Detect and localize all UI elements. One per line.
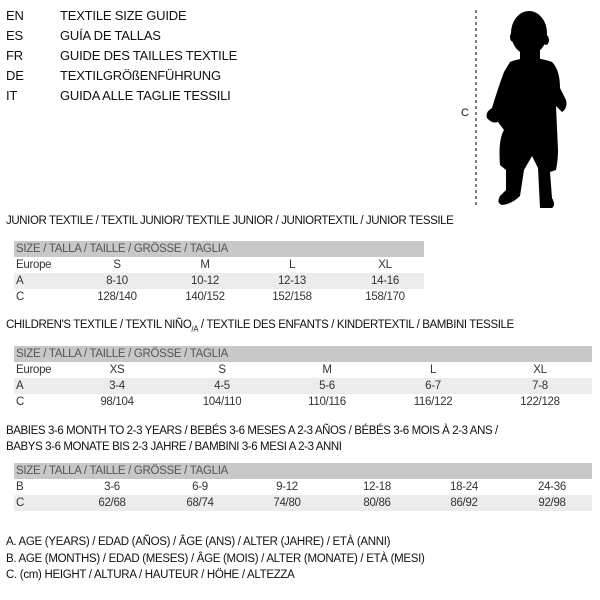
junior-section-title: JUNIOR TEXTILE / TEXTIL JUNIOR/ TEXTILE … [6, 215, 454, 227]
table-cell: 7-8 [532, 380, 548, 392]
table-cell: 9-12 [276, 481, 298, 493]
children-section-title: CHILDREN'S TEXTILE / TEXTIL NIÑO/A / TEX… [6, 319, 514, 333]
title-main: CHILDREN'S TEXTILE / TEXTIL NIÑO [6, 319, 192, 331]
table-cell: 6-9 [192, 481, 208, 493]
table-cell: 80/86 [363, 497, 391, 509]
table-cell: 128/140 [97, 291, 137, 303]
table-cell: 62/68 [98, 497, 126, 509]
babies-section-title-line1: BABIES 3-6 MONTH TO 2-3 YEARS / BEBÉS 3-… [6, 425, 498, 437]
row-label: Europe [16, 364, 52, 376]
table-cell: 5-6 [319, 380, 335, 392]
table-cell: 14-16 [371, 275, 399, 287]
row-label: C [16, 291, 25, 303]
row-label: Europe [16, 259, 52, 271]
table-cell: 68/74 [186, 497, 214, 509]
table-cell: 8-10 [106, 275, 128, 287]
table-cell: XS [109, 364, 125, 376]
legend-item-c: C. (cm) HEIGHT / ALTURA / HAUTEUR / HÖHE… [6, 569, 295, 581]
lang-title-it: GUIDA ALLE TAGLIE TESSILI [60, 88, 231, 103]
table-header: SIZE / TALLA / TAILLE / GRÖSSE / TAGLIA [14, 241, 424, 257]
lang-code-en: EN [6, 8, 24, 23]
babies-size-table: SIZE / TALLA / TAILLE / GRÖSSE / TAGLIA … [14, 463, 592, 511]
table-cell: 98/104 [100, 396, 134, 408]
table-cell: 12-18 [363, 481, 391, 493]
table-cell: 10-12 [191, 275, 219, 287]
lang-title-es: GUÍA DE TALLAS [60, 28, 161, 43]
lang-code-it: IT [6, 88, 18, 103]
table-cell: XL [378, 259, 392, 271]
table-cell: S [218, 364, 226, 376]
table-row: Europe S M L XL [14, 257, 424, 273]
baby-silhouette-icon [475, 10, 567, 208]
legend-item-b: B. AGE (MONTHS) / EDAD (MESES) / ÂGE (MO… [6, 553, 425, 565]
table-cell: 4-5 [214, 380, 230, 392]
table-cell: XL [533, 364, 547, 376]
table-cell: 74/80 [273, 497, 301, 509]
table-row: B 3-6 6-9 9-12 12-18 18-24 24-36 [14, 479, 592, 495]
table-header: SIZE / TALLA / TAILLE / GRÖSSE / TAGLIA [14, 346, 592, 362]
table-cell: 18-24 [450, 481, 478, 493]
table-cell: M [200, 259, 210, 271]
lang-title-de: TEXTILGRÖßENFÜHRUNG [60, 68, 221, 83]
table-cell: M [322, 364, 332, 376]
row-label: C [16, 497, 25, 509]
row-label: A [16, 380, 24, 392]
legend-item-a: A. AGE (YEARS) / EDAD (AÑOS) / ÂGE (ANS)… [6, 536, 391, 548]
table-cell: 3-4 [109, 380, 125, 392]
lang-code-de: DE [6, 68, 24, 83]
table-header: SIZE / TALLA / TAILLE / GRÖSSE / TAGLIA [14, 463, 592, 479]
table-cell: S [113, 259, 121, 271]
table-cell: 92/98 [538, 497, 566, 509]
lang-code-es: ES [6, 28, 23, 43]
table-cell: 104/110 [202, 396, 242, 408]
table-cell: 24-36 [538, 481, 566, 493]
table-cell: 122/128 [520, 396, 560, 408]
table-cell: L [288, 259, 296, 271]
table-cell: 86/92 [450, 497, 478, 509]
title-sub: /A [191, 324, 199, 334]
table-row: C 62/68 68/74 74/80 80/86 86/92 92/98 [14, 495, 592, 511]
table-cell: 116/122 [413, 396, 453, 408]
table-row: A 3-4 4-5 5-6 6-7 7-8 [14, 378, 592, 394]
table-cell: 110/116 [308, 396, 346, 408]
table-cell: 6-7 [425, 380, 441, 392]
height-figure: C [440, 0, 600, 215]
table-row: C 128/140 140/152 152/158 158/170 [14, 289, 424, 305]
row-label: B [16, 481, 24, 493]
table-row: C 98/104 104/110 110/116 116/122 122/128 [14, 394, 592, 410]
title-rest: / TEXTILE DES ENFANTS / KINDERTEXTIL / B… [198, 319, 514, 331]
lang-title-fr: GUIDE DES TAILLES TEXTILE [60, 48, 238, 63]
table-cell: 140/152 [185, 291, 225, 303]
table-row: Europe XS S M L XL [14, 362, 592, 378]
table-cell: 3-6 [104, 481, 120, 493]
table-cell: 158/170 [365, 291, 405, 303]
babies-section-title-line2: BABYS 3-6 MONATE BIS 2-3 JAHRE / BAMBINI… [6, 441, 342, 453]
table-cell: 12-13 [278, 275, 306, 287]
table-cell: 152/158 [272, 291, 312, 303]
table-row: A 8-10 10-12 12-13 14-16 [14, 273, 424, 289]
children-size-table: SIZE / TALLA / TAILLE / GRÖSSE / TAGLIA … [14, 346, 592, 410]
measure-label: C [461, 107, 469, 119]
lang-title-en: TEXTILE SIZE GUIDE [60, 8, 187, 23]
row-label: A [16, 275, 24, 287]
table-cell: L [429, 364, 437, 376]
junior-size-table: SIZE / TALLA / TAILLE / GRÖSSE / TAGLIA … [14, 241, 424, 305]
lang-code-fr: FR [6, 48, 23, 63]
row-label: C [16, 396, 25, 408]
